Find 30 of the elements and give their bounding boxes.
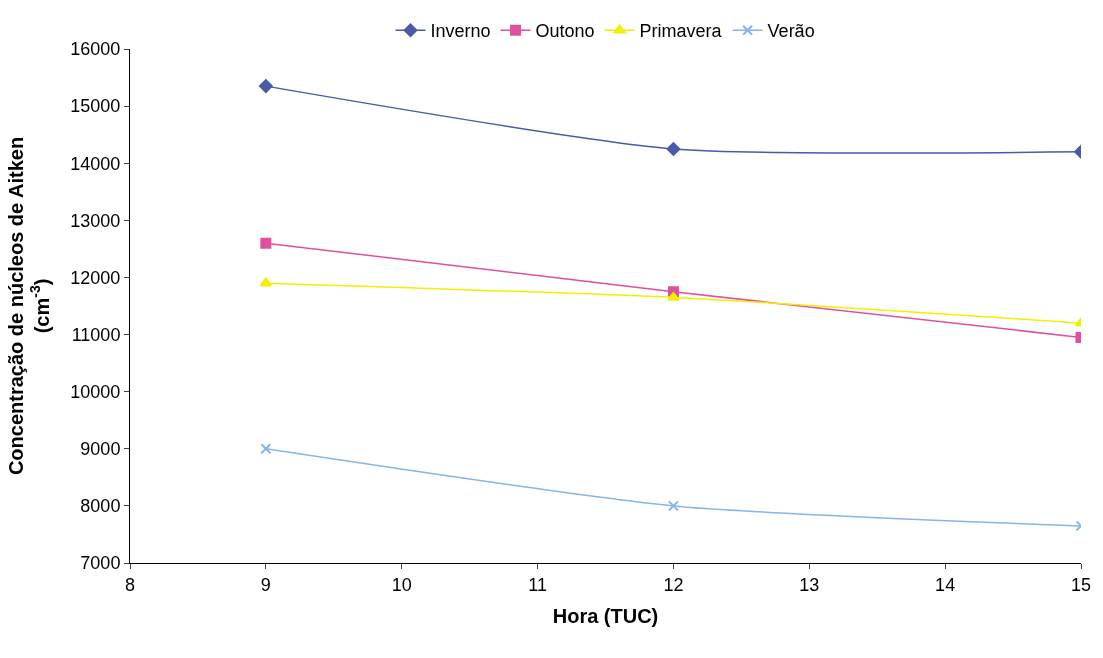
x-tick-label: 14 bbox=[935, 574, 956, 595]
y-tick-label: 13000 bbox=[70, 210, 121, 231]
x-tick-label: 8 bbox=[124, 574, 136, 595]
y-tick-label: 8000 bbox=[80, 496, 121, 517]
x-tick-label: 13 bbox=[799, 574, 820, 595]
point bbox=[259, 79, 273, 93]
y-tick-label: 12000 bbox=[70, 267, 121, 288]
legend-label: Primavera bbox=[639, 21, 723, 42]
x-tick-label: 11 bbox=[528, 574, 547, 595]
x-tick-label: 12 bbox=[663, 574, 684, 595]
point bbox=[259, 277, 273, 287]
legend-label: Inverno bbox=[430, 21, 491, 42]
x-tick-label: 15 bbox=[1070, 574, 1092, 595]
y-tick-label: 14000 bbox=[70, 153, 121, 174]
legend-label: Verão bbox=[767, 21, 815, 42]
point bbox=[667, 500, 679, 512]
x-tick-label: 10 bbox=[391, 574, 412, 595]
legend-label: Outono bbox=[535, 21, 595, 42]
y-tick-label: 10000 bbox=[70, 381, 121, 402]
point bbox=[260, 237, 272, 249]
y-tick-label: 15000 bbox=[70, 96, 121, 117]
x-tick-label: 9 bbox=[260, 574, 271, 595]
point bbox=[666, 142, 681, 156]
y-tick-label: 11000 bbox=[71, 324, 121, 345]
point bbox=[667, 291, 680, 301]
x-axis-title: Hora (TUC) bbox=[552, 605, 659, 628]
y-tick-label: 16000 bbox=[70, 39, 121, 60]
point bbox=[260, 443, 272, 455]
y-tick-label: 7000 bbox=[80, 553, 121, 574]
y-tick-label: 9000 bbox=[80, 439, 121, 460]
